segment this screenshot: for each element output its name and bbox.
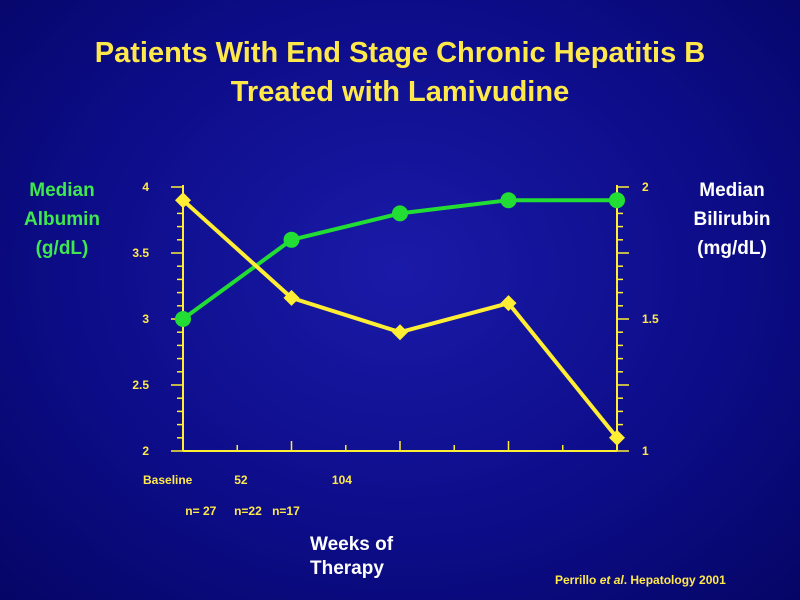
citation-prefix: Perrillo bbox=[555, 573, 600, 587]
title-line-1: Patients With End Stage Chronic Hepatiti… bbox=[94, 37, 706, 69]
left-axis-tick-label: 3 bbox=[142, 312, 149, 326]
x-axis-tick-label: 52 bbox=[234, 473, 248, 487]
title-line-2: Treated with Lamivudine bbox=[230, 76, 570, 108]
albumin-point bbox=[175, 311, 191, 327]
left-axis-tick-label: 4 bbox=[142, 180, 149, 194]
left-axis-label: Median Albumin (g/dL) bbox=[12, 176, 112, 263]
x-axis-tick-label: Baseline bbox=[143, 473, 193, 487]
citation-suffix: . Hepatology 2001 bbox=[623, 573, 726, 587]
x-axis-title-line-2: Therapy bbox=[310, 558, 384, 579]
n-count-label: n=22 bbox=[234, 504, 262, 518]
albumin-point bbox=[609, 192, 625, 209]
chart-title: Patients With End Stage Chronic Hepatiti… bbox=[0, 34, 800, 112]
albumin-point bbox=[283, 231, 300, 248]
albumin-point bbox=[500, 192, 517, 209]
bilirubin-point bbox=[392, 324, 408, 341]
left-axis-label-line-2: Albumin bbox=[24, 209, 100, 230]
bilirubin-point bbox=[609, 429, 625, 446]
right-axis-label-line-1: Median bbox=[699, 180, 765, 201]
albumin-point bbox=[392, 205, 408, 222]
bilirubin-series-line bbox=[181, 198, 619, 440]
right-axis-tick-label: 1 bbox=[642, 444, 649, 458]
left-axis-label-line-3: (g/dL) bbox=[35, 238, 89, 259]
right-axis-label-line-3: (mg/dL) bbox=[697, 238, 767, 259]
citation-italic: et al bbox=[599, 573, 624, 587]
right-axis-label: Median Bilirubin (mg/dL) bbox=[682, 176, 782, 263]
right-axis-tick-label: 2 bbox=[642, 180, 649, 194]
left-axis-tick-label: 3.5 bbox=[132, 246, 149, 260]
n-count-label: n= 27 bbox=[185, 504, 216, 518]
right-axis-tick-label: 1.5 bbox=[642, 312, 659, 326]
bilirubin-point bbox=[175, 192, 191, 209]
left-axis-tick-label: 2 bbox=[142, 444, 149, 458]
left-axis-tick-label: 2.5 bbox=[132, 378, 149, 392]
x-axis-title-line-1: Weeks of bbox=[310, 534, 394, 555]
bilirubin-point bbox=[283, 289, 300, 306]
n-count-label: n=17 bbox=[272, 504, 300, 518]
right-axis-label-line-2: Bilirubin bbox=[693, 209, 771, 230]
left-axis-label-line-1: Median bbox=[29, 180, 95, 201]
x-axis-tick-label: 104 bbox=[332, 473, 352, 487]
citation: Perrillo et al. Hepatology 2001 bbox=[555, 573, 726, 587]
x-axis-title: Weeks of Therapy bbox=[310, 533, 430, 581]
bilirubin-point bbox=[500, 295, 517, 312]
